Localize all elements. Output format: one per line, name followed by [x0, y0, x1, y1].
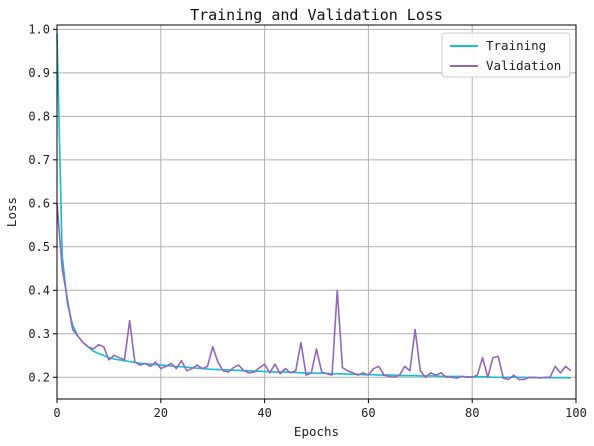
legend: Training Validation: [441, 32, 571, 78]
legend-label-validation: Validation: [486, 58, 561, 73]
legend-label-training: Training: [486, 38, 546, 53]
series-line-validation: [56, 203, 572, 381]
y-axis: 0.2 0.3 0.4 0.5 0.6 0.7 0.8 0.9 1.0: [28, 22, 57, 384]
plot-frame: [56, 24, 577, 400]
x-tick-label: 60: [361, 406, 375, 420]
x-tick-label: 80: [465, 406, 479, 420]
y-tick-label: 0.6: [28, 196, 50, 210]
x-axis: 0 20 40 60 80 100: [53, 399, 587, 420]
y-tick-label: 0.7: [28, 153, 50, 167]
x-tick-label: 20: [154, 406, 168, 420]
x-tick-label: 0: [53, 406, 60, 420]
y-tick-label: 0.3: [28, 327, 50, 341]
grid: [56, 25, 577, 399]
y-tick-label: 0.8: [28, 109, 50, 123]
x-axis-title: Epochs: [294, 424, 339, 439]
series-group: [56, 33, 572, 381]
y-tick-label: 0.4: [28, 283, 50, 297]
chart-title: Training and Validation Loss: [190, 6, 443, 24]
y-tick-label: 0.5: [28, 240, 50, 254]
y-tick-label: 1.0: [28, 22, 50, 36]
y-tick-label: 0.9: [28, 66, 50, 80]
x-tick-label: 40: [257, 406, 271, 420]
y-axis-title: Loss: [4, 197, 19, 227]
x-tick-label: 100: [565, 406, 587, 420]
y-tick-label: 0.2: [28, 370, 50, 384]
